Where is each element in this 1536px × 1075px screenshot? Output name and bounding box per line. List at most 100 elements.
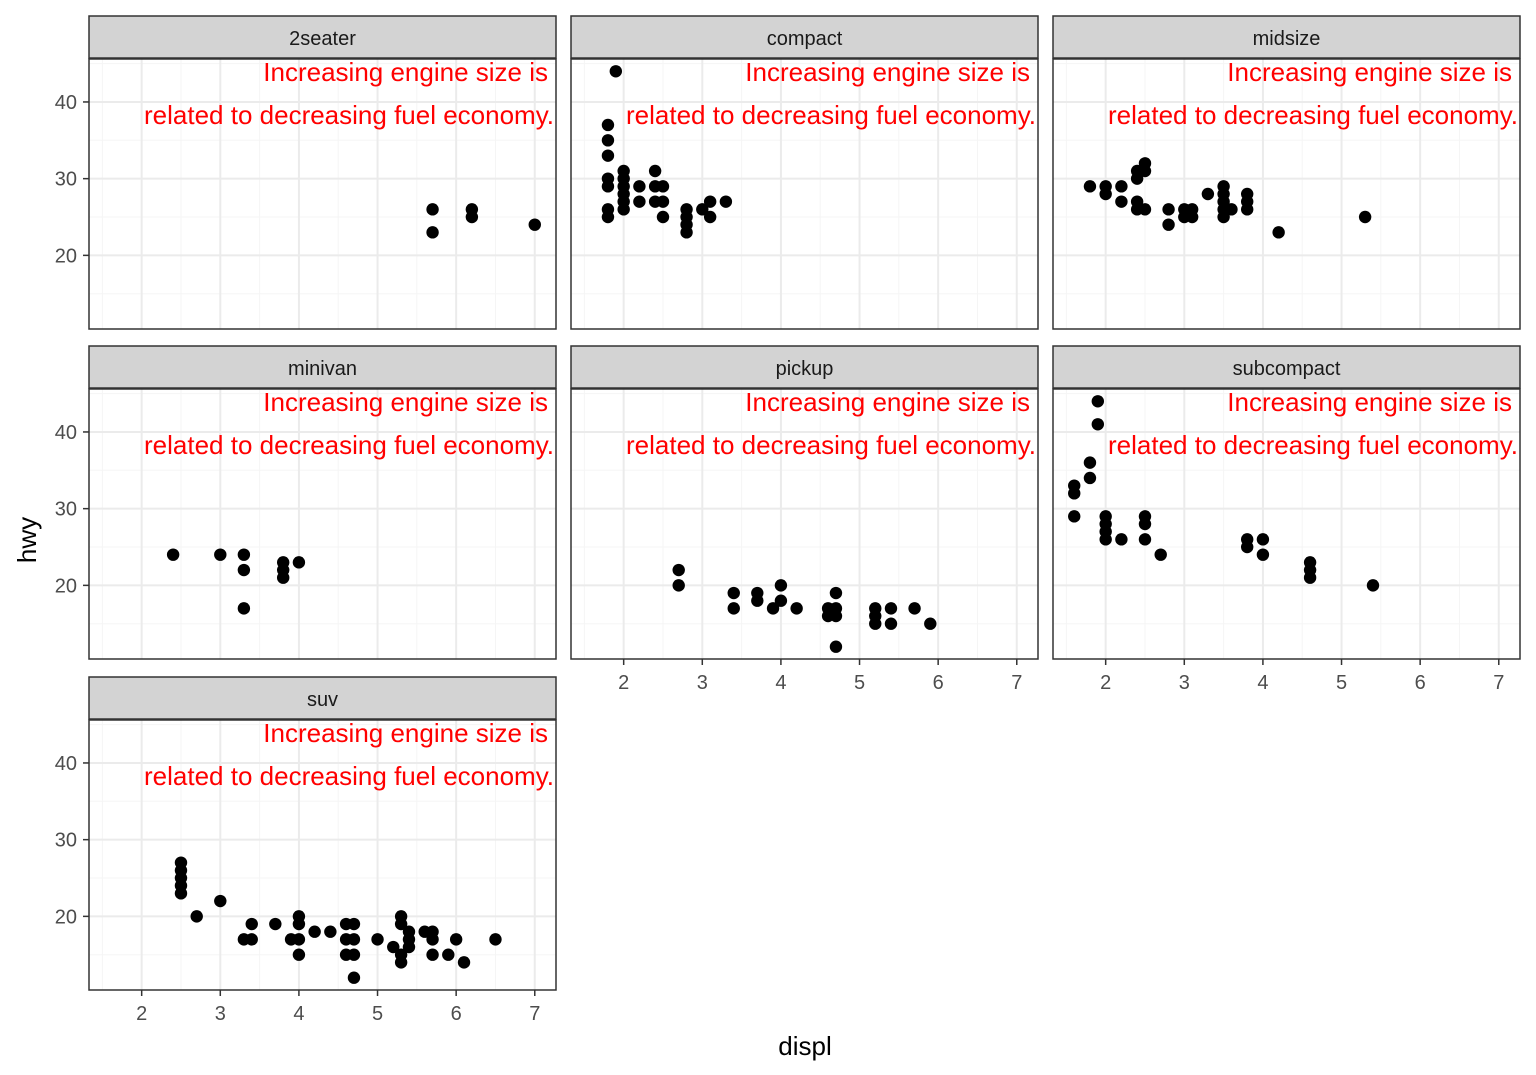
data-point <box>1138 517 1152 531</box>
annotation-line1: Increasing engine size is <box>263 57 548 87</box>
data-point <box>672 579 685 592</box>
data-point <box>292 948 306 961</box>
data-point <box>829 609 843 623</box>
data-point <box>324 925 337 938</box>
panel-border <box>1052 58 1521 330</box>
data-point <box>1099 187 1112 201</box>
panel-border <box>570 388 1039 660</box>
data-point <box>465 210 479 224</box>
data-point <box>790 602 803 615</box>
annotation-line1: Increasing engine size is <box>1227 57 1512 87</box>
panel-content: Increasing engine size is related to decr… <box>571 387 1038 659</box>
data-point <box>829 586 843 600</box>
data-point <box>1115 533 1128 546</box>
data-point <box>292 933 306 946</box>
x-tick-label: 7 <box>1493 672 1504 694</box>
annotation-line1: Increasing engine size is <box>745 387 1030 417</box>
panel-background <box>89 59 556 329</box>
data-point <box>1138 203 1152 216</box>
data-point <box>1185 210 1199 224</box>
x-tick-label: 3 <box>215 1003 226 1025</box>
data-point <box>347 917 361 931</box>
y-tick-label: 40 <box>55 422 77 444</box>
data-point <box>924 617 937 630</box>
x-tick-label: 7 <box>1011 672 1022 694</box>
data-point <box>174 887 188 900</box>
panel-content: Increasing engine size is related to decr… <box>89 57 556 329</box>
data-point <box>751 594 764 607</box>
data-point <box>308 925 321 938</box>
data-point <box>1358 210 1372 224</box>
data-point <box>601 210 615 224</box>
data-point <box>214 548 227 561</box>
annotation-line1: Increasing engine size is <box>263 387 548 417</box>
x-tick-label: 2 <box>1100 672 1111 694</box>
data-point <box>347 948 361 961</box>
data-point <box>237 548 251 561</box>
y-tick-label: 30 <box>55 499 77 521</box>
data-point <box>829 640 843 653</box>
x-tick-label: 3 <box>697 672 708 694</box>
data-point <box>884 617 898 630</box>
facet-panel-midsize: Increasing engine size is related to decr… <box>1052 15 1521 330</box>
data-point <box>394 956 408 969</box>
data-point <box>1138 164 1152 178</box>
y-tick-label: 40 <box>55 92 77 114</box>
data-point <box>214 894 227 908</box>
data-point <box>1240 540 1254 554</box>
y-tick-label: 20 <box>55 245 77 267</box>
panel-background <box>89 389 556 659</box>
data-point <box>1256 533 1270 546</box>
data-point <box>1091 418 1105 431</box>
annotation-line2: related to decreasing fuel economy. <box>1108 430 1518 460</box>
data-point <box>276 571 290 584</box>
data-point <box>394 917 408 931</box>
facet-panel-compact: Increasing engine size is related to decr… <box>570 15 1039 330</box>
data-point <box>703 210 717 224</box>
panel-content: Increasing engine size is related to decr… <box>1053 389 1520 659</box>
panel-border <box>1052 388 1521 660</box>
data-point <box>449 933 463 946</box>
data-point <box>1217 210 1230 224</box>
facet-panels: Increasing engine size is related to decr… <box>55 15 1521 1025</box>
data-point <box>1272 226 1285 239</box>
data-point <box>1225 203 1238 216</box>
x-tick-label: 7 <box>529 1003 540 1025</box>
data-point <box>347 933 361 946</box>
facet-strip <box>88 676 557 720</box>
annotation-line1: Increasing engine size is <box>263 718 548 748</box>
data-point <box>601 134 615 147</box>
facet-strip <box>1052 345 1521 389</box>
data-point <box>347 971 361 984</box>
data-point <box>190 910 203 923</box>
data-point <box>1083 456 1097 469</box>
data-point <box>1115 180 1128 193</box>
facet-strip-label: suv <box>307 689 338 711</box>
facet-panel-minivan: Increasing engine size is related to decr… <box>55 345 557 660</box>
y-tick-label: 30 <box>55 169 77 191</box>
data-point <box>601 149 615 162</box>
data-point <box>402 940 416 954</box>
panel-background <box>571 389 1038 659</box>
data-point <box>237 563 251 577</box>
data-point <box>703 195 717 208</box>
x-tick-label: 5 <box>372 1003 383 1025</box>
data-point <box>1256 548 1270 561</box>
annotation-line2: related to decreasing fuel economy. <box>626 430 1036 460</box>
data-point <box>696 203 709 216</box>
data-point <box>1303 571 1317 584</box>
panel-border <box>88 58 557 330</box>
data-point <box>648 164 662 178</box>
y-tick-label: 20 <box>55 906 77 928</box>
data-point <box>457 956 471 969</box>
data-point <box>166 548 180 561</box>
data-point <box>1083 180 1097 193</box>
data-point <box>237 602 251 615</box>
annotation-line2: related to decreasing fuel economy. <box>1108 100 1518 130</box>
panel-background <box>1053 59 1520 329</box>
facet-panel-suv: Increasing engine size is related to decr… <box>55 676 557 1025</box>
data-point <box>1115 195 1128 208</box>
data-point <box>601 118 615 132</box>
data-point <box>292 917 306 931</box>
facet-strip-label: midsize <box>1253 28 1321 50</box>
